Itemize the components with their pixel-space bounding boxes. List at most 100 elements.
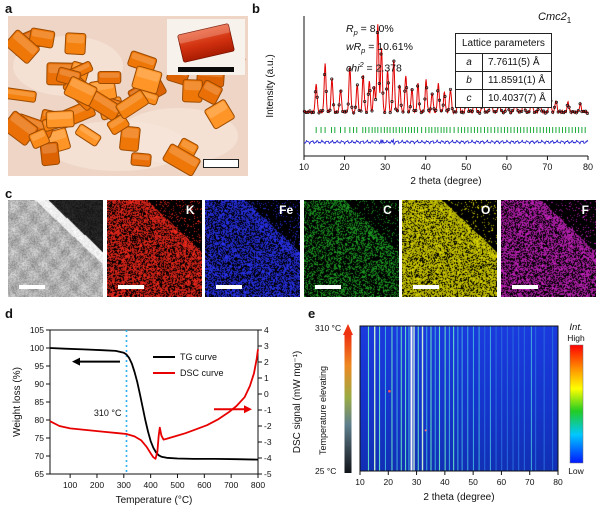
observed-point — [403, 89, 407, 93]
observed-point — [363, 99, 367, 104]
observed-point — [534, 110, 538, 114]
right-tick-label: -3 — [264, 437, 272, 447]
panel-b-label: b — [252, 1, 260, 16]
rect-shape — [206, 101, 228, 119]
observed-point — [527, 110, 531, 114]
rect-shape — [8, 29, 40, 64]
rect-shape — [132, 154, 150, 161]
panel-e-label: e — [308, 306, 316, 321]
left-tick-label: 70 — [35, 451, 45, 461]
observed-point — [468, 109, 473, 113]
observed-point — [470, 109, 474, 113]
observed-point — [385, 87, 389, 91]
crystal — [97, 70, 122, 85]
observed-point — [487, 109, 491, 113]
crystal — [182, 79, 203, 103]
crystal — [119, 125, 141, 152]
observed-point — [492, 110, 496, 114]
observed-point — [388, 111, 392, 115]
observed-point — [434, 108, 438, 112]
left-tick-label: 100 — [30, 343, 44, 353]
x-tick-label: 60 — [497, 477, 507, 487]
observed-point — [386, 81, 390, 85]
crystal — [106, 113, 130, 135]
eds-map-Fe: Fe — [205, 200, 301, 297]
observed-point — [565, 103, 569, 107]
left-tick-label: 105 — [30, 325, 44, 335]
space-group-base: Cmc2 — [538, 11, 567, 23]
right-tick-label: 3 — [264, 341, 269, 351]
observed-point — [540, 109, 544, 113]
observed-point — [567, 105, 571, 109]
crystal — [8, 86, 37, 103]
observed-point — [317, 111, 321, 115]
crystal — [131, 65, 163, 95]
crystal — [115, 89, 149, 120]
observed-point — [344, 109, 348, 113]
observed-point — [503, 109, 507, 113]
observed-point — [353, 105, 358, 109]
observed-point — [339, 89, 343, 93]
eds-mapping-row: K Fe C O F — [8, 200, 596, 297]
rect-shape — [131, 65, 163, 95]
rect-shape — [177, 23, 235, 63]
crystal — [39, 141, 61, 167]
tg-curve — [49, 347, 259, 461]
rect-shape — [181, 140, 197, 152]
right-tick-label: -4 — [264, 453, 272, 463]
table-row: c 10.4037(7) Å — [455, 89, 552, 108]
chi2-symbol: chi — [346, 62, 360, 75]
chi2-stat: chi2 = 2.378 — [346, 58, 413, 76]
observed-point — [348, 67, 352, 71]
y-axis-label: Intensity (a.u.) — [265, 54, 276, 117]
observed-point — [397, 85, 401, 89]
map-scale-bar — [216, 285, 243, 289]
observed-point — [359, 109, 363, 113]
colorbar-title: Int. — [569, 322, 582, 333]
observed-point — [332, 103, 336, 107]
sem-image — [8, 200, 103, 297]
x-tick-label: 800 — [251, 480, 265, 490]
observed-point — [395, 109, 400, 113]
y-axis-label: Temperature elevating — [318, 366, 328, 455]
observed-point — [304, 110, 308, 115]
chi2-sup: 2 — [359, 60, 364, 70]
x-tick-label: 20 — [384, 477, 394, 487]
eds-map-O: O — [402, 200, 498, 297]
observed-point — [520, 109, 524, 113]
rect-shape — [79, 126, 99, 141]
single-crystal-image — [177, 23, 235, 63]
rect-shape — [64, 32, 87, 56]
temp-high-label: 310 °C — [315, 323, 341, 333]
table-title: Lattice parameters — [455, 33, 552, 54]
crystal-photograph — [8, 16, 248, 176]
left-tick-label: 65 — [35, 469, 45, 479]
left-tick-label: 85 — [35, 397, 45, 407]
rect-shape — [184, 81, 201, 91]
param-a: a — [455, 53, 483, 72]
observed-point — [410, 88, 414, 92]
eds-map-canvas — [205, 200, 301, 297]
observed-point — [447, 107, 451, 111]
observed-point — [379, 52, 383, 56]
observed-point — [437, 98, 442, 102]
x-tick-label: 30 — [380, 162, 390, 172]
x-tick-label: 70 — [525, 477, 535, 487]
x-tick-label: 10 — [299, 162, 309, 172]
value-c: 10.4037(7) Å — [482, 89, 552, 108]
table-header-row: Lattice parameters — [455, 33, 552, 54]
rp-symbol: R — [346, 23, 354, 35]
element-label-C: C — [383, 203, 392, 217]
rect-shape — [13, 32, 38, 55]
rp-value: = 8.0% — [357, 23, 394, 35]
rect-shape — [87, 89, 120, 113]
chi2-value: = 2.378 — [363, 62, 402, 75]
value-b: 11.8591(1) Å — [482, 71, 552, 90]
crystal — [64, 32, 87, 56]
rect-shape — [169, 146, 199, 167]
rect-shape — [47, 112, 73, 120]
map-scale-bar — [314, 285, 341, 289]
observed-point — [578, 102, 582, 106]
colorbar — [569, 344, 584, 464]
